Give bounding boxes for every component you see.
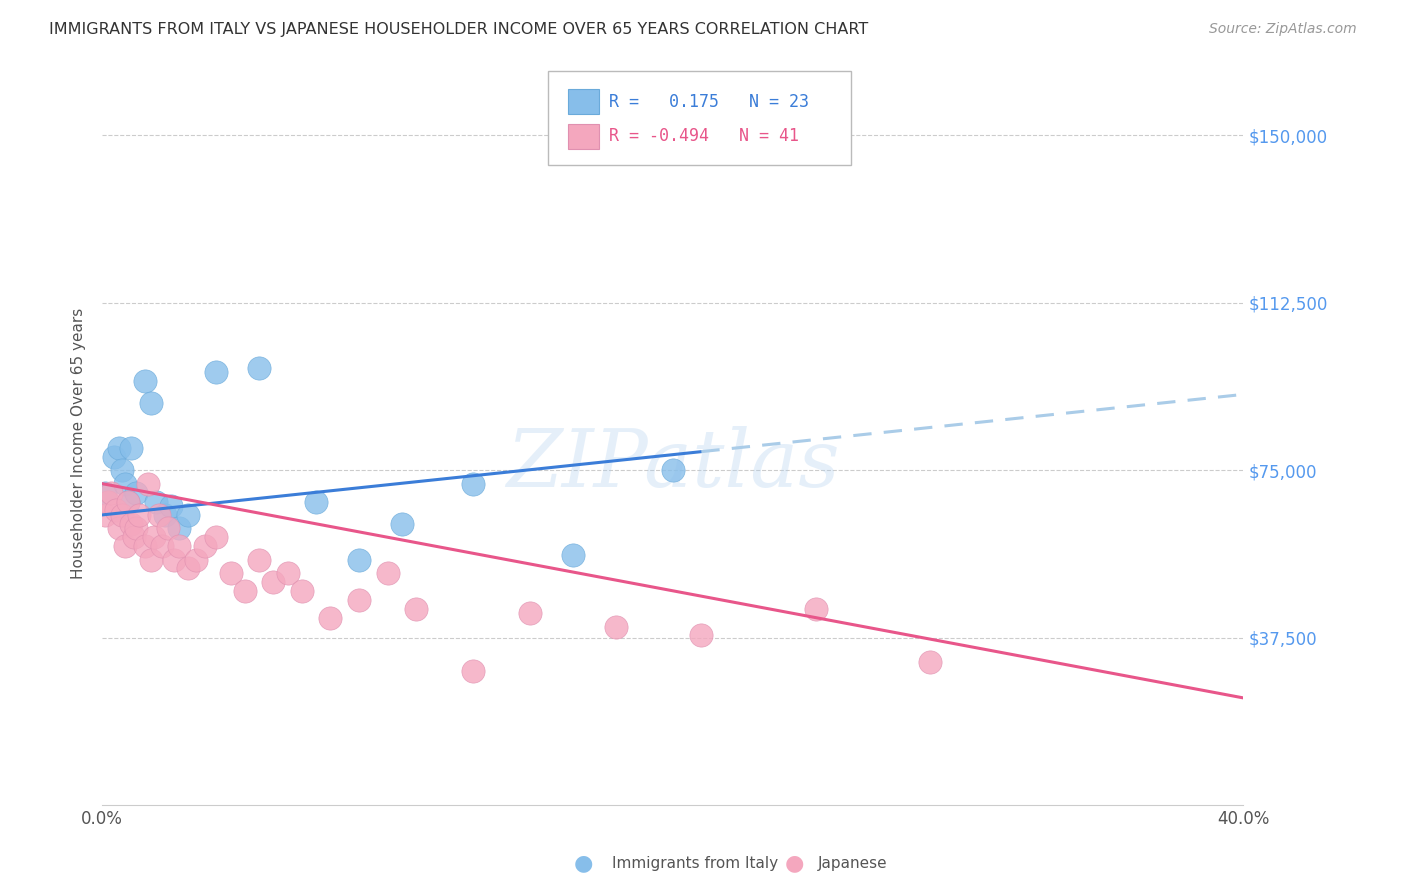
Point: [305, 494, 328, 508]
Point: [108, 441, 131, 455]
Point: [233, 583, 256, 598]
Point: [167, 539, 190, 553]
Point: [153, 508, 176, 522]
Point: [94, 485, 117, 500]
Point: [247, 360, 270, 375]
Point: [145, 494, 167, 508]
Point: [148, 508, 170, 522]
Point: [111, 463, 134, 477]
Point: [117, 494, 139, 508]
Point: [150, 539, 173, 553]
Point: [605, 619, 627, 633]
Point: [97, 494, 120, 508]
Point: [177, 561, 200, 575]
Point: [136, 476, 159, 491]
Point: [120, 516, 142, 531]
Point: [105, 503, 128, 517]
Text: Source: ZipAtlas.com: Source: ZipAtlas.com: [1209, 22, 1357, 37]
Point: [347, 552, 370, 566]
Point: [139, 396, 162, 410]
Point: [205, 530, 228, 544]
Point: [122, 530, 145, 544]
Y-axis label: Householder Income Over 65 years: Householder Income Over 65 years: [72, 308, 86, 579]
Point: [804, 601, 827, 615]
Text: R = -0.494   N = 41: R = -0.494 N = 41: [609, 128, 799, 145]
Point: [262, 574, 284, 589]
Point: [562, 548, 585, 562]
Text: ZIPatlas: ZIPatlas: [506, 426, 839, 504]
Point: [391, 516, 413, 531]
Text: Immigrants from Italy: Immigrants from Italy: [612, 856, 778, 871]
Point: [103, 450, 125, 464]
Point: [117, 494, 139, 508]
Point: [405, 601, 427, 615]
Text: ●: ●: [574, 854, 593, 873]
Point: [156, 521, 179, 535]
Text: R =   0.175   N = 23: R = 0.175 N = 23: [609, 93, 808, 111]
Point: [142, 530, 165, 544]
Point: [128, 508, 150, 522]
Point: [139, 552, 162, 566]
Point: [114, 539, 136, 553]
Point: [662, 463, 685, 477]
Point: [111, 508, 134, 522]
Point: [134, 374, 156, 388]
Text: Japanese: Japanese: [818, 856, 889, 871]
Point: [114, 476, 136, 491]
Point: [125, 521, 148, 535]
Point: [690, 628, 713, 642]
Point: [319, 610, 342, 624]
Point: [463, 664, 485, 678]
Point: [134, 539, 156, 553]
Point: [347, 592, 370, 607]
Point: [377, 566, 399, 580]
Point: [918, 655, 941, 669]
Point: [219, 566, 242, 580]
Point: [463, 476, 485, 491]
Point: [247, 552, 270, 566]
Point: [108, 521, 131, 535]
Point: [186, 552, 208, 566]
Point: [291, 583, 314, 598]
Point: [177, 508, 200, 522]
Point: [94, 508, 117, 522]
Text: IMMIGRANTS FROM ITALY VS JAPANESE HOUSEHOLDER INCOME OVER 65 YEARS CORRELATION C: IMMIGRANTS FROM ITALY VS JAPANESE HOUSEH…: [49, 22, 869, 37]
Point: [194, 539, 217, 553]
Point: [167, 521, 190, 535]
Point: [519, 606, 541, 620]
Point: [125, 485, 148, 500]
Point: [162, 552, 184, 566]
Point: [120, 441, 142, 455]
Point: [277, 566, 299, 580]
Point: [159, 499, 181, 513]
Point: [205, 365, 228, 379]
Point: [100, 485, 122, 500]
Text: ●: ●: [785, 854, 804, 873]
